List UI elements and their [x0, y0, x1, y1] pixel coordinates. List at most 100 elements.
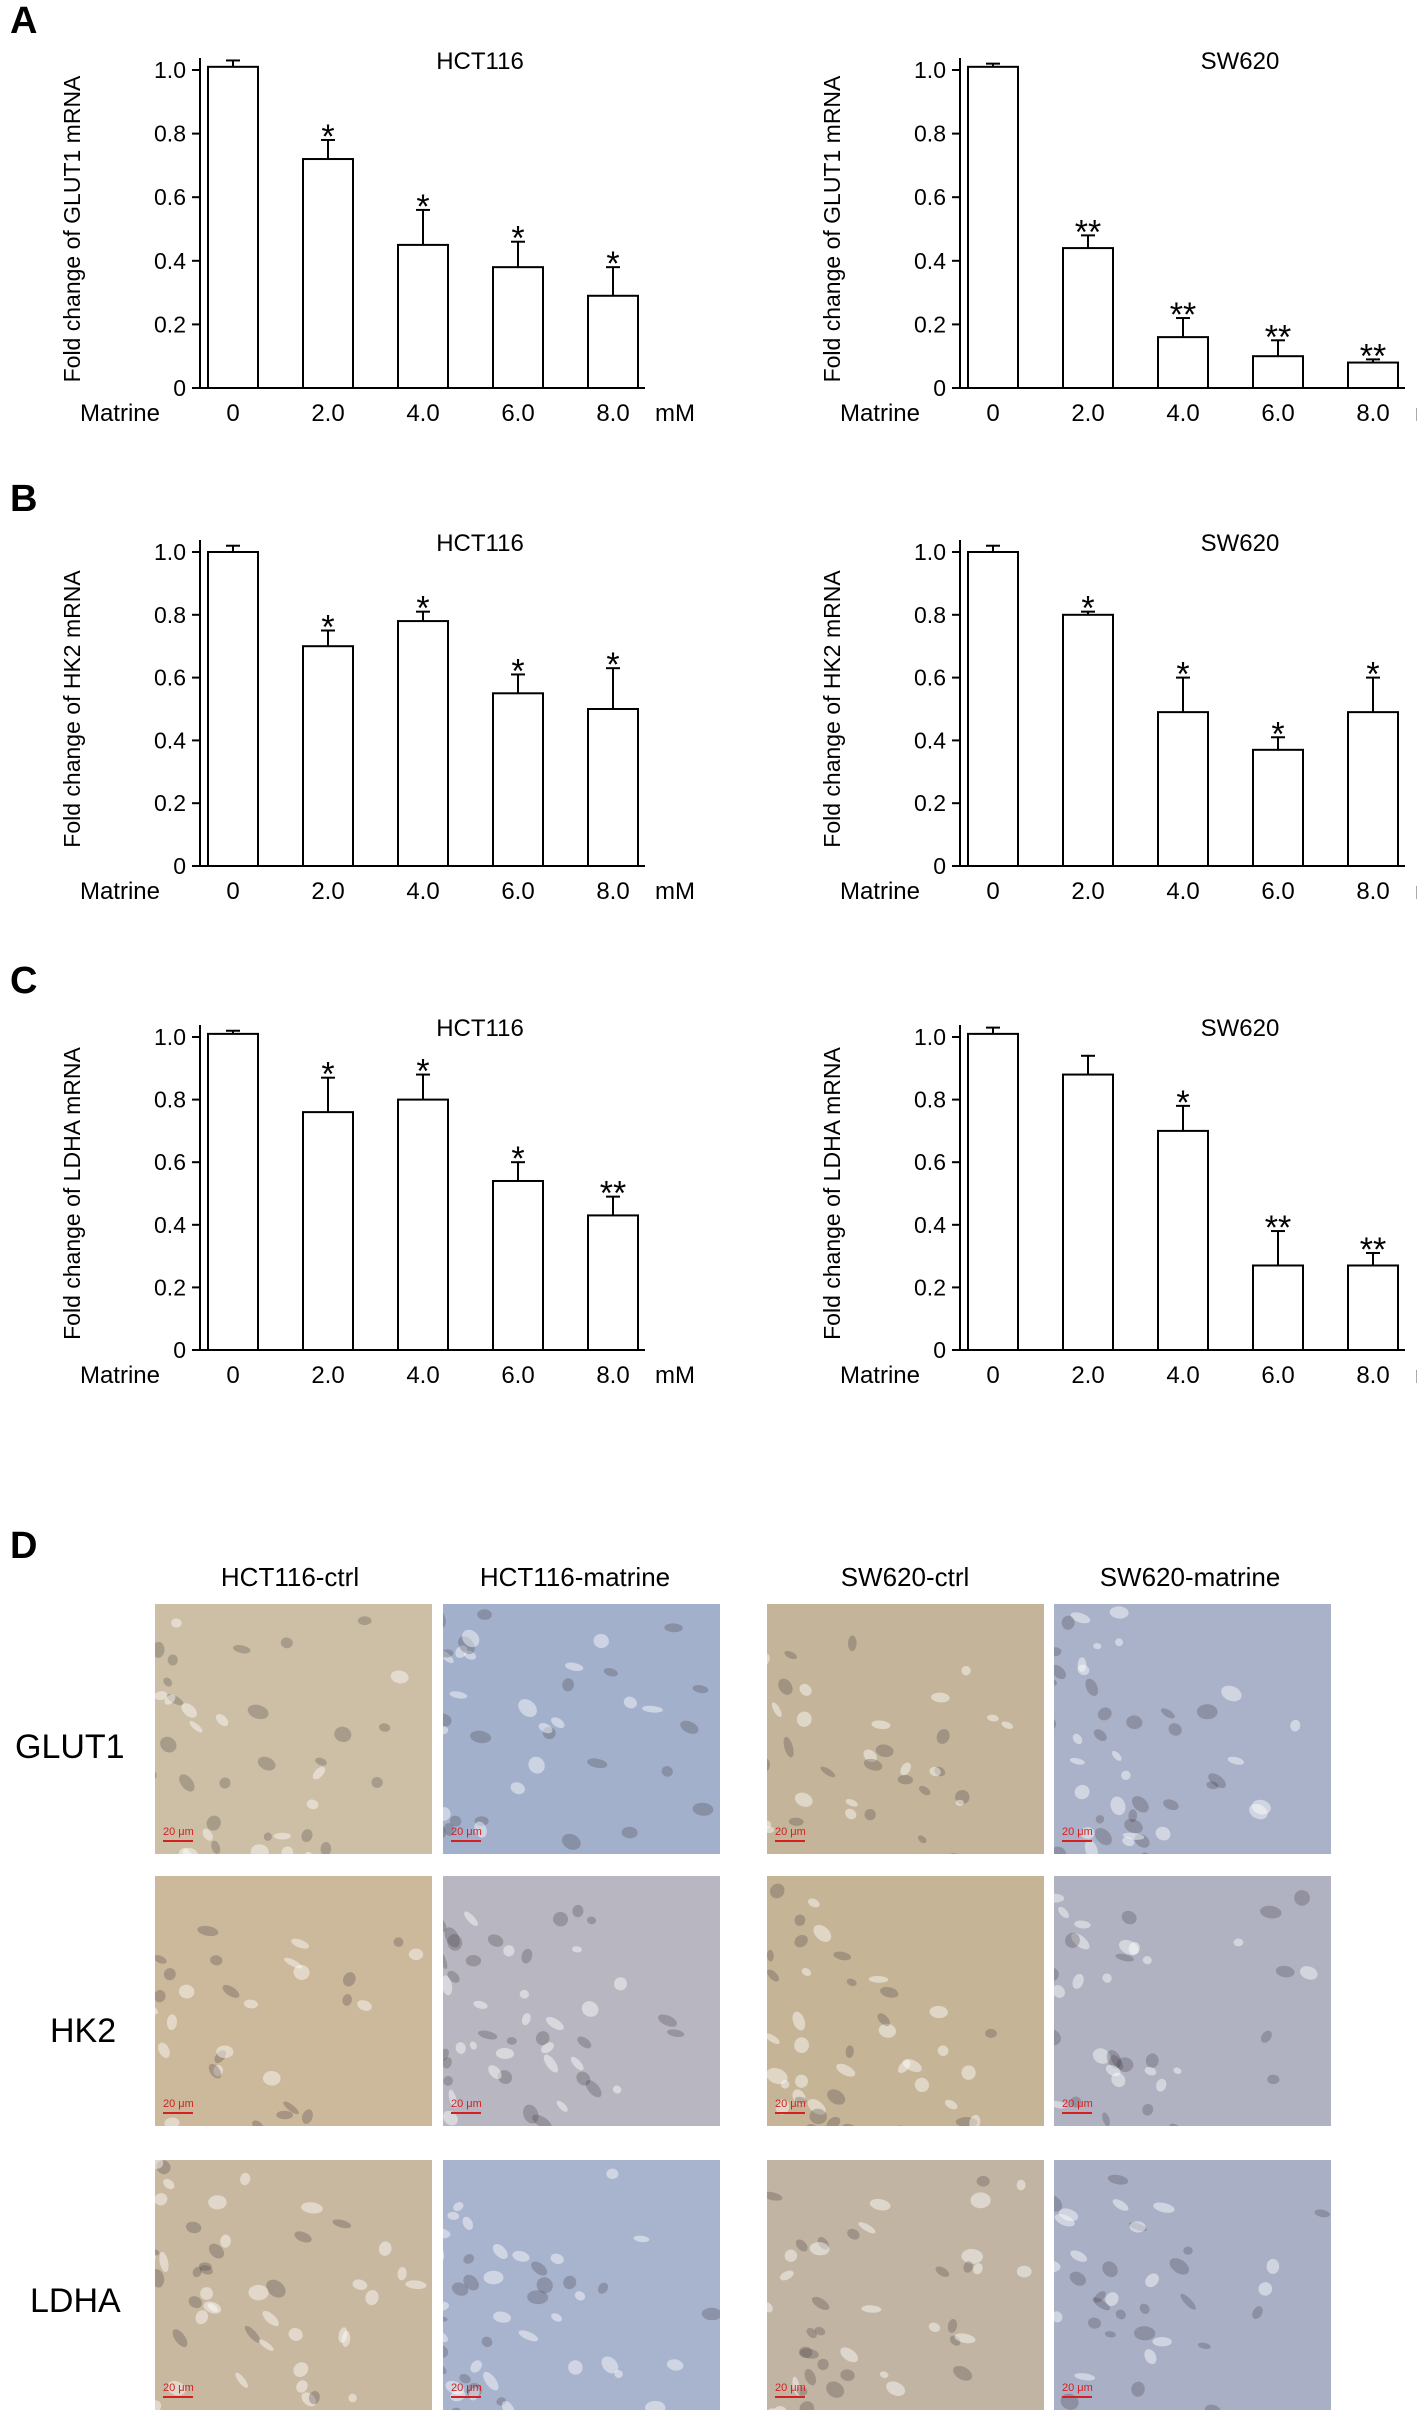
bar [1157, 1129, 1209, 1352]
cell-shape [521, 1948, 533, 1964]
cell-shape [949, 2335, 961, 2346]
cell-shape [291, 1938, 309, 1949]
chart-title: SW620 [1201, 530, 1280, 557]
cell-shape [164, 1694, 176, 1705]
cell-shape [167, 2380, 186, 2396]
cell-shape [848, 1635, 857, 1652]
cell-shape [845, 1808, 857, 1820]
cell-shape [811, 2296, 830, 2310]
cell-shape [1070, 2096, 1082, 2108]
scale-bar-label: 20 μm [451, 1826, 482, 1838]
cell-shape [986, 1714, 999, 1722]
cell-shape [203, 2301, 222, 2314]
cell-shape [247, 1704, 269, 1720]
cell-shape [840, 2369, 855, 2382]
cell-shape [1069, 2271, 1086, 2286]
significance-label: * [1081, 590, 1094, 628]
cell-shape [568, 2360, 583, 2375]
cell-shape [501, 2401, 515, 2410]
cell-shape [155, 1989, 166, 2003]
histology-image: 20 μm [155, 1604, 432, 1854]
cell-shape [900, 1762, 911, 1776]
x-tick-label: 6.0 [1261, 400, 1294, 427]
x-tick-label: 4.0 [406, 400, 439, 427]
cell-shape [1105, 2064, 1121, 2077]
cell-shape [250, 1844, 269, 1854]
cell-shape [443, 2088, 444, 2107]
y-tick-label: 0.8 [154, 1087, 186, 1113]
y-tick-label: 0.2 [154, 311, 186, 337]
cell-shape [551, 2313, 562, 2322]
cell-shape [449, 1691, 468, 1699]
cell-shape [503, 1945, 515, 1957]
cell-shape [156, 2160, 171, 2175]
y-tick-label: 0.2 [914, 1274, 946, 1300]
cell-shape [443, 1949, 448, 1969]
cell-shape [935, 2266, 950, 2277]
cell-shape [845, 1798, 858, 1807]
cell-shape [445, 2380, 465, 2395]
x-tick-label: 2.0 [311, 878, 344, 905]
cell-shape [936, 1729, 950, 1744]
cell-shape [767, 1949, 774, 1962]
cell-shape [443, 2344, 449, 2359]
bar [1157, 336, 1209, 389]
cell-shape [879, 2371, 889, 2379]
cell-shape [614, 1977, 628, 1991]
cell-shape [455, 1645, 468, 1658]
scale-bar-line [451, 2112, 481, 2114]
cell-shape [947, 2319, 958, 2333]
cell-shape [773, 2405, 787, 2410]
cell-shape [257, 1756, 276, 1771]
histology-texture [1054, 1890, 1318, 2126]
cell-shape [767, 1826, 775, 1834]
y-tick-label: 0 [933, 853, 946, 879]
cell-shape [928, 2322, 941, 2333]
y-tick-label: 0.6 [154, 1149, 186, 1175]
cell-shape [188, 2296, 203, 2309]
y-tick-label: 1.0 [154, 1024, 186, 1050]
cell-shape [561, 1833, 581, 1850]
cell-shape [294, 2231, 312, 2243]
significance-label: * [1176, 656, 1189, 694]
cell-shape [1054, 1665, 1067, 1680]
cell-shape [550, 2253, 564, 2265]
cell-shape [182, 1847, 199, 1854]
x-tick-label: 4.0 [406, 1362, 439, 1389]
cell-shape [155, 2193, 168, 2206]
y-tick-label: 0 [173, 1337, 186, 1363]
x-tick-label: 8.0 [596, 400, 629, 427]
cell-shape [207, 2303, 218, 2312]
scale-bar: 20 μm [775, 2382, 815, 2398]
cell-shape [443, 2110, 458, 2126]
cell-shape [788, 1817, 804, 1826]
histology-texture [767, 1883, 997, 2126]
cell-shape [543, 2054, 558, 2073]
cell-shape [794, 2037, 809, 2054]
cell-shape [155, 1770, 157, 1783]
bar [967, 65, 1019, 389]
scale-bar: 20 μm [1062, 2382, 1102, 2398]
x-axis-label: Matrine [80, 1362, 160, 1389]
cell-shape [1092, 2048, 1111, 2064]
cell-shape [214, 2050, 226, 2064]
cell-shape [1093, 1729, 1107, 1742]
cell-shape [448, 2089, 457, 2108]
cell-shape [1126, 1715, 1143, 1730]
significance-label: * [416, 1053, 429, 1091]
cell-shape [1058, 1906, 1069, 1919]
scale-bar: 20 μm [163, 2382, 203, 2398]
bar [1157, 711, 1209, 868]
cell-shape [1122, 1832, 1145, 1840]
scale-bar: 20 μm [163, 2098, 203, 2114]
scale-bar-label: 20 μm [775, 2382, 806, 2394]
cell-shape [492, 2244, 508, 2259]
cell-shape [342, 1972, 356, 1987]
y-tick-label: 1.0 [914, 539, 946, 565]
cell-shape [1160, 1708, 1175, 1719]
cell-shape [1197, 2342, 1211, 2350]
cell-shape [917, 1835, 927, 1844]
cell-shape [283, 2101, 299, 2115]
histology-texture [1054, 2174, 1330, 2410]
bar [1347, 1264, 1399, 1351]
